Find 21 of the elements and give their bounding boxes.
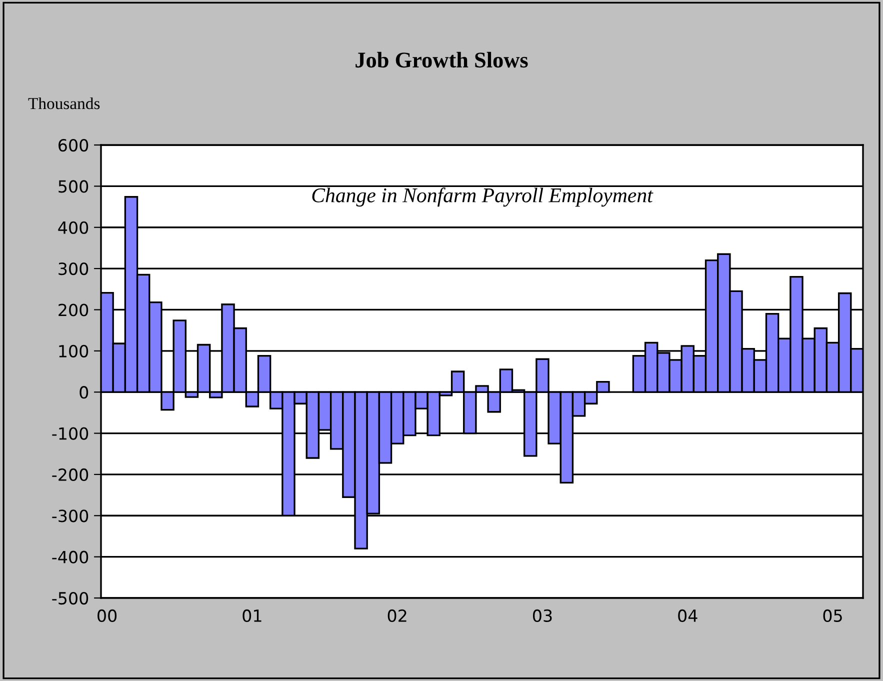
y-tick-label: -200 (52, 468, 88, 482)
y-tick-label: 200 (58, 304, 88, 316)
y-tick-label: -500 (52, 592, 88, 605)
x-tick-label: 03 (532, 609, 552, 622)
x-tick-label: 02 (388, 609, 406, 622)
y-tick-label: 100 (59, 344, 88, 358)
y-axis-title: Thousands (28, 97, 100, 110)
x-tick-label: 04 (678, 609, 698, 622)
y-tick-label: 300 (58, 262, 88, 276)
x-tick-label: 05 (823, 609, 842, 622)
chart-title: Job Growth Slows (356, 52, 528, 68)
y-tick-label: 600 (58, 138, 88, 152)
y-tick-label: 500 (58, 180, 88, 193)
y-tick-label: -100 (52, 427, 88, 440)
y-tick-label: 400 (58, 221, 88, 234)
y-tick-label: 0 (80, 386, 88, 399)
annotation: Change in Nonfarm Payroll Employment (312, 188, 654, 207)
x-tick-label: 00 (98, 609, 117, 622)
y-tick-label: -300 (52, 510, 88, 522)
x-tick-label: 01 (242, 609, 262, 622)
y-tick-label: -400 (52, 550, 88, 564)
